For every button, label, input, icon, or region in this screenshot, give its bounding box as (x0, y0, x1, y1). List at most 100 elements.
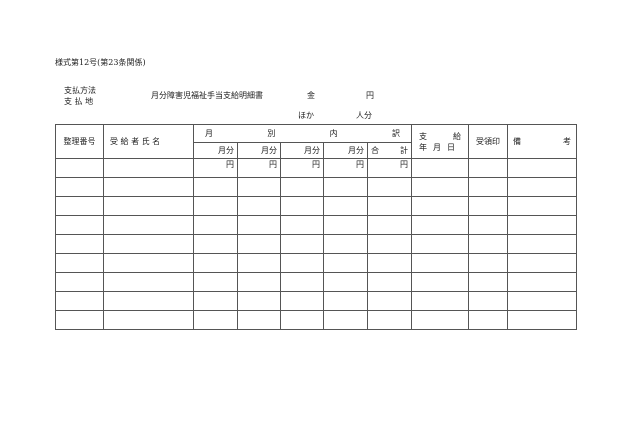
table-cell[interactable] (507, 310, 577, 330)
table-cell[interactable] (103, 234, 194, 254)
table-cell[interactable] (507, 177, 577, 197)
table-cell[interactable]: 円 (323, 158, 368, 178)
table-cell[interactable] (468, 215, 508, 235)
table-cell[interactable] (55, 215, 104, 235)
table-cell[interactable]: 円 (367, 158, 412, 178)
table-row: 円円円円円 (55, 158, 577, 178)
table-cell[interactable] (507, 291, 577, 311)
table-cell[interactable] (55, 310, 104, 330)
table-cell[interactable]: 円 (237, 158, 281, 178)
table-row (55, 291, 577, 311)
table-cell[interactable] (507, 272, 577, 292)
table-cell[interactable] (367, 234, 412, 254)
table-cell[interactable] (55, 177, 104, 197)
table-cell[interactable] (468, 234, 508, 254)
table-cell[interactable] (280, 291, 324, 311)
table-row (55, 253, 577, 273)
table-cell[interactable] (323, 272, 368, 292)
table-cell[interactable] (367, 272, 412, 292)
table-cell[interactable] (507, 215, 577, 235)
table-cell[interactable] (55, 234, 104, 254)
table-cell[interactable] (468, 291, 508, 311)
table-cell[interactable] (411, 234, 469, 254)
payment-detail-table: 整理番号 受 給 者 氏 名 月別内訳 支給年月日 受領印 備考 月分 月分 月… (55, 124, 577, 330)
table-cell[interactable] (237, 291, 281, 311)
table-cell[interactable] (411, 253, 469, 273)
table-cell[interactable] (237, 253, 281, 273)
table-cell[interactable] (468, 196, 508, 216)
table-cell[interactable] (193, 272, 238, 292)
table-cell[interactable] (411, 310, 469, 330)
table-cell[interactable] (55, 158, 104, 178)
table-cell[interactable] (55, 272, 104, 292)
table-cell[interactable] (280, 215, 324, 235)
table-row (55, 272, 577, 292)
table-cell[interactable] (507, 253, 577, 273)
table-row (55, 215, 577, 235)
table-cell[interactable] (237, 272, 281, 292)
table-cell[interactable] (411, 215, 469, 235)
persons-label: 人分 (356, 111, 372, 120)
table-cell[interactable] (237, 196, 281, 216)
table-cell[interactable] (468, 272, 508, 292)
table-cell[interactable] (103, 215, 194, 235)
table-row (55, 234, 577, 254)
table-cell[interactable] (193, 215, 238, 235)
table-cell[interactable] (280, 196, 324, 216)
table-cell[interactable] (507, 196, 577, 216)
table-cell[interactable] (280, 234, 324, 254)
table-cell[interactable] (193, 177, 238, 197)
table-cell[interactable] (237, 215, 281, 235)
table-cell[interactable] (103, 177, 194, 197)
table-cell[interactable] (367, 253, 412, 273)
table-cell[interactable] (468, 310, 508, 330)
table-cell[interactable] (323, 291, 368, 311)
table-cell[interactable] (367, 177, 412, 197)
table-cell[interactable] (55, 196, 104, 216)
table-cell[interactable] (468, 158, 508, 178)
table-cell[interactable] (323, 310, 368, 330)
table-cell[interactable] (411, 272, 469, 292)
table-cell[interactable] (323, 196, 368, 216)
table-cell[interactable] (280, 253, 324, 273)
table-cell[interactable] (280, 310, 324, 330)
table-cell[interactable] (193, 291, 238, 311)
table-cell[interactable] (237, 177, 281, 197)
table-cell[interactable] (367, 291, 412, 311)
table-cell[interactable] (193, 310, 238, 330)
table-cell[interactable] (411, 196, 469, 216)
table-cell[interactable] (103, 310, 194, 330)
table-cell[interactable] (237, 234, 281, 254)
table-cell[interactable] (468, 177, 508, 197)
table-cell[interactable] (468, 253, 508, 273)
table-cell[interactable] (411, 158, 469, 178)
table-cell[interactable] (193, 196, 238, 216)
table-cell[interactable] (323, 177, 368, 197)
table-cell[interactable] (507, 234, 577, 254)
table-cell[interactable] (367, 310, 412, 330)
table-cell[interactable] (411, 291, 469, 311)
table-cell[interactable] (323, 253, 368, 273)
table-cell[interactable] (55, 291, 104, 311)
table-cell[interactable] (193, 253, 238, 273)
table-cell[interactable] (367, 196, 412, 216)
table-cell[interactable] (55, 253, 104, 273)
table-cell[interactable] (103, 253, 194, 273)
table-cell[interactable]: 円 (193, 158, 238, 178)
table-cell[interactable] (237, 310, 281, 330)
table-cell[interactable] (103, 291, 194, 311)
yen-label: 円 (366, 91, 374, 100)
table-cell[interactable] (507, 158, 577, 178)
table-cell[interactable] (323, 215, 368, 235)
table-cell[interactable]: 円 (280, 158, 324, 178)
others-label: ほか (298, 111, 314, 120)
table-cell[interactable] (367, 215, 412, 235)
table-cell[interactable] (411, 177, 469, 197)
table-cell[interactable] (103, 158, 194, 178)
table-cell[interactable] (103, 196, 194, 216)
table-cell[interactable] (323, 234, 368, 254)
table-cell[interactable] (280, 272, 324, 292)
table-cell[interactable] (103, 272, 194, 292)
table-cell[interactable] (193, 234, 238, 254)
table-cell[interactable] (280, 177, 324, 197)
